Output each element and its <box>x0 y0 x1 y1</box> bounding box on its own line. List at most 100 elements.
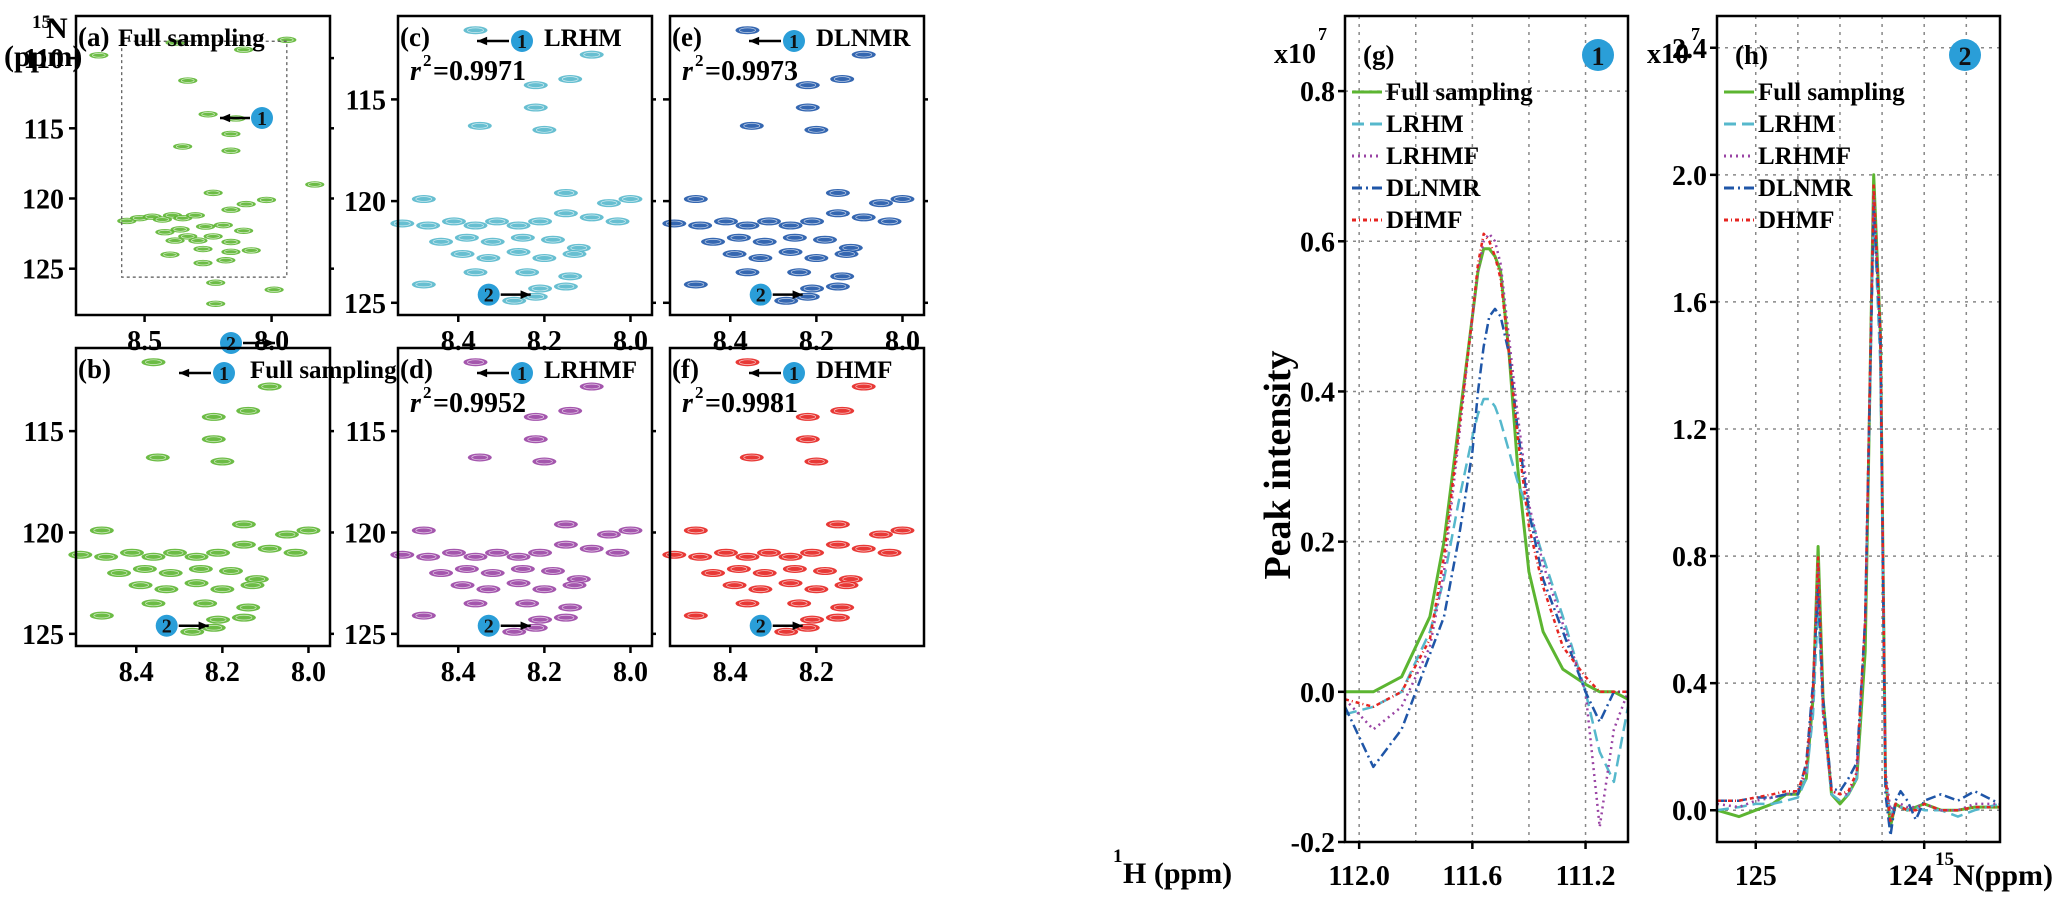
panel-f-peak-contour-30 <box>808 586 825 592</box>
panel-c-peak-contour-13 <box>445 218 463 225</box>
panel-c-peak-contour-19 <box>583 214 601 221</box>
panel-h-series-dlnmr <box>1717 205 2001 837</box>
panel-a-peak-contour-31 <box>196 246 210 252</box>
panel-f-label: (f) <box>672 354 699 384</box>
panel-e-arrow-1-head <box>749 36 760 46</box>
panel-a-xtick-label-1: 8.0 <box>254 326 289 357</box>
panel-b-label: (b) <box>78 354 111 384</box>
panel-b-peak-34 <box>236 603 261 612</box>
panel-d-peak-contour-35 <box>415 612 433 619</box>
panel-e-xtick-label-2: 8.0 <box>885 326 920 357</box>
panel-c-peak-contour-5 <box>471 123 489 129</box>
panel-g-ytick-label-1: 0.0 <box>1300 678 1335 709</box>
panel-d-peak-23 <box>480 569 505 578</box>
panel-b-peak-contour-13 <box>123 549 141 556</box>
panel-d-peak-0 <box>463 358 488 367</box>
panel-b-peak-contour-18 <box>235 541 253 548</box>
panel-g-ytick-label-5: 0.8 <box>1300 77 1335 108</box>
panel-f-peak-8 <box>868 530 893 539</box>
panel-d-peak-contour-1 <box>583 383 601 390</box>
panel-c-peak-33 <box>515 268 540 277</box>
panel-d-peak-contour-33 <box>518 600 536 607</box>
panel-e-peak-contour-13 <box>717 218 735 225</box>
panel-f-peak-14 <box>735 552 760 561</box>
panel-b-arrow-1-head <box>179 368 190 378</box>
panel-d-peak-contour-21 <box>432 570 450 576</box>
panel-f-peak-contour-6 <box>808 458 825 465</box>
panel-b-peak-22 <box>132 564 157 573</box>
panel-f-peak-16 <box>778 552 803 561</box>
panel-a-marker-2-number: 2 <box>226 333 236 355</box>
panel-c-peak-17 <box>528 217 553 226</box>
panel-c-peak-20 <box>605 217 630 226</box>
panel-a-peak-contour-40 <box>267 287 281 293</box>
panel-b-peak-8 <box>274 530 299 539</box>
panel-f-peak-contour-36 <box>803 616 821 623</box>
panel-d-peak-contour-4 <box>527 436 545 442</box>
panel-e-peak-14 <box>735 221 760 230</box>
panel-e-xtick-label-1: 8.2 <box>799 326 834 357</box>
panel-e-peak-2 <box>795 81 820 90</box>
panel-b-peak-contour-3 <box>239 408 257 414</box>
panel-d-peak-contour-31 <box>566 582 583 588</box>
panel-e-peak-contour-33 <box>790 269 808 276</box>
panel-c-peak-37 <box>553 282 578 291</box>
panel-f-peak-contour-32 <box>739 600 756 607</box>
panel-e-peak-contour-1 <box>855 51 873 58</box>
panel-d-ytick-label-0: 115 <box>346 417 386 448</box>
panel-f-xtick-label-1: 8.2 <box>799 657 834 688</box>
panel-b-peak-contour-1 <box>261 383 279 390</box>
panel-g-xtick-label-1: 111.6 <box>1442 861 1502 892</box>
panel-h-legend-label-4: DHMF <box>1758 207 1834 234</box>
panel-b-peak-4 <box>201 435 226 444</box>
panel-c-peak-4 <box>523 103 548 112</box>
panel-f-peak-contour-28 <box>752 586 769 592</box>
panel-d-marker-2-number: 2 <box>484 616 494 638</box>
panel-f-peak-33 <box>787 599 812 608</box>
panel-f-peak-contour-34 <box>833 604 851 611</box>
panel-c-peak-contour-14 <box>467 222 484 229</box>
panel-b-peak-contour-27 <box>132 582 149 588</box>
panel-b-ytick-label-2: 125 <box>22 620 64 651</box>
panel-e-frame <box>668 14 926 317</box>
panel-e-peak-5 <box>739 121 764 130</box>
panel-d-peak-27 <box>450 581 475 590</box>
panel-e-peak-contour-5 <box>743 123 761 129</box>
panel-f-peak-37 <box>825 613 850 622</box>
panel-c-peak-23 <box>480 237 505 246</box>
panel-e-r2-r: r <box>682 56 694 87</box>
panel-a-peak-contour-20 <box>188 213 203 218</box>
panel-a-marker-1-number: 1 <box>257 108 267 130</box>
panel-b-peak-contour-34 <box>239 604 257 611</box>
panel-f-peak-contour-11 <box>665 552 683 558</box>
panel-a-peak-contour-13 <box>259 197 274 203</box>
panel-c-peak-contour-28 <box>480 255 497 261</box>
panel-c-peak-contour-18 <box>557 210 575 217</box>
panel-a-peak-contour-14 <box>120 218 134 224</box>
panel-f-peak-contour-7 <box>829 521 847 528</box>
panel-f-peak-contour-29 <box>782 580 799 586</box>
panel-f-peak-34 <box>830 603 855 612</box>
panel-f-peak-2 <box>795 412 820 421</box>
panel-b-peak-contour-25 <box>222 568 240 574</box>
panel-c-peak-contour-21 <box>432 239 450 245</box>
panel-g-ytick-label-4: 0.6 <box>1300 227 1335 258</box>
panel-a-label: (a) <box>78 22 109 52</box>
panel-e-peak-contour-4 <box>799 104 817 111</box>
panel-d-frame <box>396 346 654 648</box>
panel-g-ytick-label-0: -0.2 <box>1291 828 1335 859</box>
panel-f-peak-contour-9 <box>894 527 911 534</box>
panel-f-peak-10 <box>683 526 708 535</box>
panel-f-peak-9 <box>890 526 915 535</box>
panel-g-legend-label-2: LRHMF <box>1386 143 1479 170</box>
panel-f-peak-contour-38 <box>777 629 795 635</box>
panel-d-peak-8 <box>596 530 621 539</box>
panel-b-marker-1-circle <box>213 362 235 384</box>
panel-f-peak-contour-0 <box>739 359 756 365</box>
panel-c-peak-11 <box>390 219 415 228</box>
panel-f-peak-29 <box>778 579 803 588</box>
panel-d-peak-19 <box>579 544 604 553</box>
panel-d-peak-6 <box>532 457 557 466</box>
panel-f-peak-contour-4 <box>799 436 817 442</box>
panel-e-peak-contour-28 <box>752 255 769 261</box>
